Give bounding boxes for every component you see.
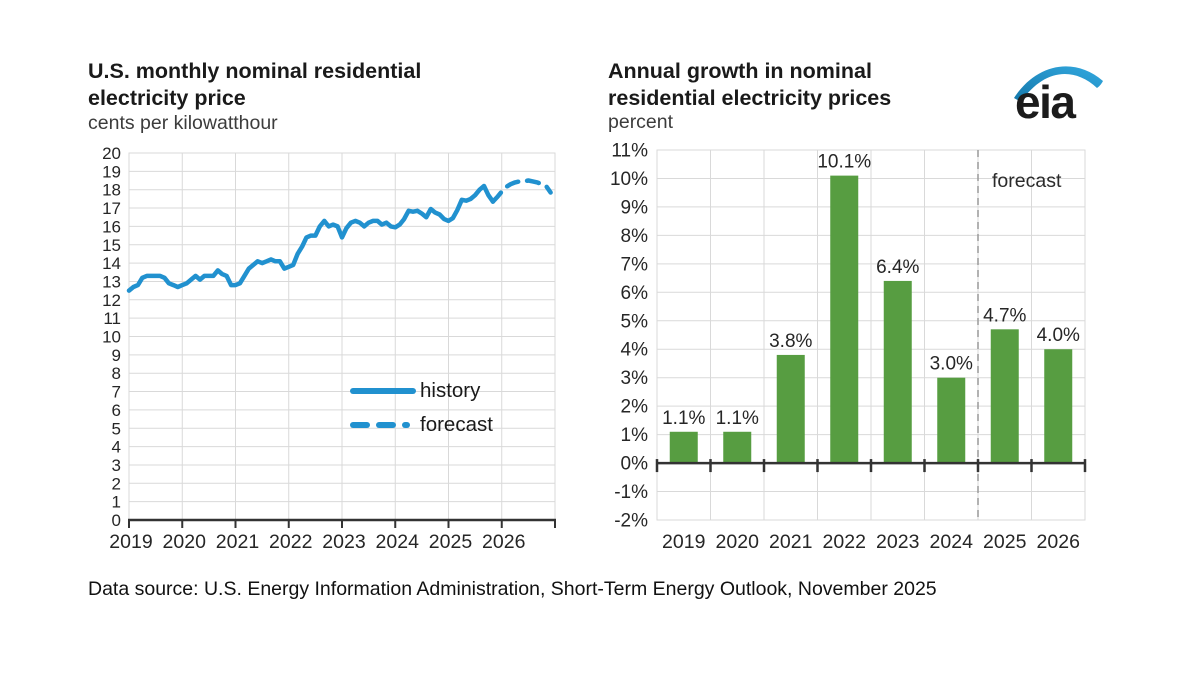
x-tick-label: 2024 [930, 531, 974, 553]
y-tick-label: 11% [611, 141, 648, 162]
line-chart-legend: history forecast [350, 376, 493, 444]
x-tick-label: 2022 [269, 531, 312, 553]
bar-value-label: 3.0% [930, 354, 973, 375]
y-tick-label: -2% [614, 511, 648, 532]
x-tick-label: 2025 [983, 531, 1027, 553]
bar-value-label: 1.1% [662, 408, 705, 429]
bar-value-label: 6.4% [876, 257, 919, 278]
bar-chart-forecast-label: forecast [992, 170, 1062, 192]
x-tick-label: 2021 [769, 531, 812, 553]
x-tick-label: 2019 [109, 531, 152, 553]
legend-history-row: history [350, 376, 493, 406]
y-tick-label: 8 [112, 364, 121, 383]
bar-value-label: 3.8% [769, 331, 812, 352]
y-tick-label: 18 [102, 181, 121, 200]
y-tick-label: 20 [102, 144, 121, 163]
bar-2020 [723, 431, 752, 464]
y-tick-label: 0% [621, 454, 649, 475]
forecast-line-swatch-icon [350, 422, 416, 428]
x-tick-label: 2022 [823, 531, 866, 553]
eia-logo-swoosh-icon [1014, 66, 1103, 102]
x-tick-label: 2026 [1037, 531, 1080, 553]
y-tick-label: 2% [621, 397, 649, 418]
data-source-text: Data source: U.S. Energy Information Adm… [88, 578, 937, 600]
left-chart-title: U.S. monthly nominal residential electri… [88, 59, 422, 110]
y-tick-label: 16 [102, 217, 121, 236]
legend-history-label: history [420, 379, 481, 402]
y-tick-label: 3% [621, 368, 649, 389]
y-tick-label: 0 [112, 511, 121, 530]
y-tick-label: 9 [112, 346, 121, 365]
x-tick-label: 2024 [376, 531, 420, 553]
left-chart-units: cents per kilowatthour [88, 112, 278, 134]
y-tick-label: 4% [621, 340, 649, 361]
y-tick-label: 11 [103, 309, 121, 328]
bar-2026 [1044, 349, 1073, 464]
bar-2025 [990, 329, 1019, 464]
y-tick-label: 9% [621, 197, 649, 218]
bar-2021 [776, 354, 805, 464]
x-tick-label: 2021 [216, 531, 259, 553]
plot-border [656, 149, 1086, 521]
right-chart-units: percent [608, 111, 674, 133]
history-line-swatch-icon [350, 388, 416, 394]
y-tick-label: 15 [102, 236, 121, 255]
bar-2023 [883, 280, 912, 464]
y-tick-label: 4 [112, 438, 121, 457]
y-tick-label: 12 [102, 291, 121, 310]
y-tick-label: 13 [102, 272, 121, 291]
y-tick-label: 8% [621, 226, 649, 247]
x-tick-label: 2023 [322, 531, 365, 553]
y-tick-label: 6% [621, 283, 649, 304]
y-tick-label: 10 [102, 328, 121, 347]
x-tick-label: 2019 [662, 531, 705, 553]
legend-forecast-row: forecast [350, 410, 493, 440]
y-tick-label: 19 [102, 162, 121, 181]
x-tick-label: 2026 [482, 531, 525, 553]
y-tick-label: 10% [610, 169, 648, 190]
bar-2024 [937, 377, 966, 464]
bar-value-label: 4.7% [983, 305, 1026, 326]
x-tick-label: 2025 [429, 531, 473, 553]
y-tick-label: 1 [112, 493, 121, 512]
y-tick-label: 7 [112, 383, 121, 402]
y-tick-label: 17 [102, 199, 121, 218]
bar-value-label: 10.1% [817, 152, 871, 173]
price-line-history [126, 183, 496, 293]
x-tick-label: 2020 [716, 531, 760, 553]
y-tick-label: 3 [112, 456, 121, 475]
y-tick-label: 5 [112, 419, 121, 438]
bar-2019 [669, 431, 698, 464]
right-chart-title: Annual growth in nominal residential ele… [608, 59, 892, 110]
x-tick-label: 2023 [876, 531, 919, 553]
bar-2022 [830, 175, 859, 464]
y-tick-label: 14 [102, 254, 121, 273]
y-tick-label: 1% [621, 425, 649, 446]
legend-forecast-label: forecast [420, 413, 493, 436]
y-tick-label: 2 [112, 474, 121, 493]
y-tick-label: 6 [112, 401, 121, 420]
x-tick-label: 2020 [163, 531, 207, 553]
y-tick-label: 5% [621, 311, 649, 332]
bar-value-label: 4.0% [1037, 325, 1080, 346]
y-tick-label: 7% [621, 254, 649, 275]
bar-value-label: 1.1% [716, 408, 759, 429]
y-tick-label: -1% [614, 482, 648, 503]
eia-logo: eia [1014, 66, 1103, 128]
growth-bar-chart: 1.1% 1.1% 3.8% 10.1% 6.4% 3.0% 4.7% 4.0% -2% -1% 0… [610, 141, 1087, 553]
eia-logo-text: eia [1015, 76, 1076, 128]
